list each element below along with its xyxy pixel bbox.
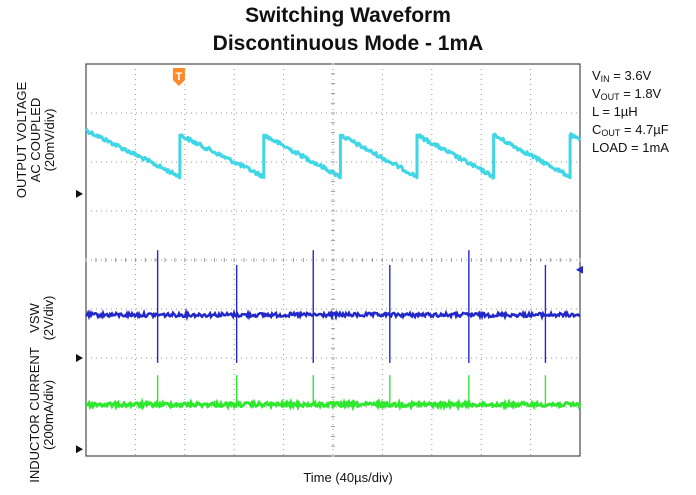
channel-ground-marker bbox=[76, 189, 83, 198]
trigger-level-marker bbox=[576, 265, 583, 274]
trace-inductor-current bbox=[85, 397, 582, 412]
trigger-position-marker bbox=[172, 68, 185, 86]
x-axis-label: Time (40µs/div) bbox=[303, 470, 393, 485]
channel-markers: T bbox=[76, 68, 583, 454]
chart-subtitle: Discontinuous Mode - 1mA bbox=[212, 32, 484, 55]
trace-vsw bbox=[85, 308, 581, 322]
ylabel-inductor-current: INDUCTOR CURRENT (200mA/div) bbox=[27, 347, 56, 483]
traces bbox=[84, 128, 582, 412]
condition-vout: VOUT = 1.8V bbox=[592, 86, 662, 102]
graticule bbox=[85, 63, 581, 457]
condition-vin: VIN = 3.6V bbox=[592, 68, 652, 84]
ylabel-output-voltage: OUTPUT VOLTAGE AC COUPLED (20mV/div) bbox=[14, 81, 57, 199]
channel-ground-marker bbox=[76, 445, 83, 454]
chart-title: Switching Waveform bbox=[245, 4, 451, 27]
trace-output-voltage bbox=[84, 128, 582, 180]
condition-l: L = 1µH bbox=[592, 104, 638, 119]
channel-ground-marker bbox=[76, 354, 83, 362]
ylabel-vsw: VSW (2V/div) bbox=[27, 295, 56, 341]
condition-cout: COUT = 4.7µF bbox=[592, 122, 669, 138]
trigger-label: T bbox=[176, 71, 183, 83]
condition-load: LOAD = 1mA bbox=[592, 140, 669, 155]
